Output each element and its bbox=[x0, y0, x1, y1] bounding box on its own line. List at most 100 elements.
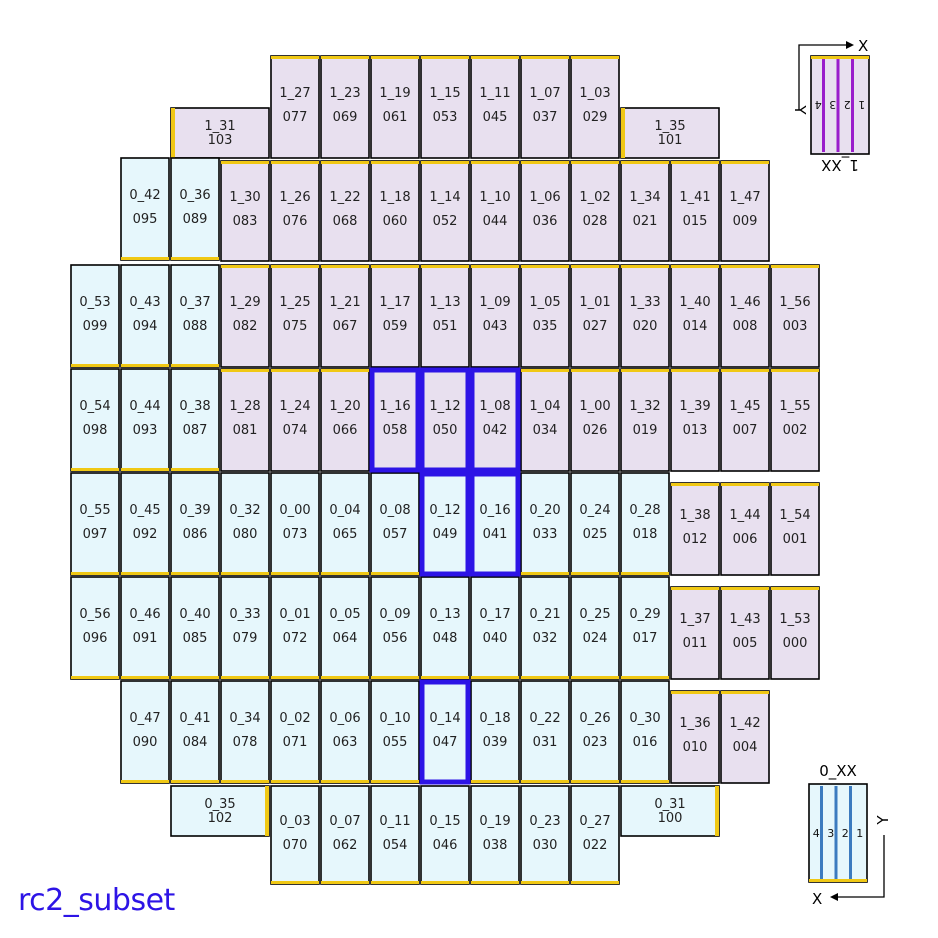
legend-amp-label: 3 bbox=[827, 827, 834, 840]
ccd-name-label: 0_06 bbox=[329, 711, 360, 726]
ccd-name-label: 0_34 bbox=[229, 711, 260, 726]
ccd-0-47: 0_47 090 bbox=[120, 680, 170, 784]
ccd-name-label: 0_39 bbox=[179, 503, 210, 518]
ccd-name-label: 0_35 bbox=[204, 797, 235, 812]
ccd-name-label: 0_40 bbox=[179, 607, 210, 622]
ccd-name-label: 1_04 bbox=[529, 399, 560, 414]
ccd-1-13: 1_13 051 bbox=[420, 264, 470, 368]
ccd-id-label: 049 bbox=[433, 527, 458, 542]
ccd-name-label: 1_06 bbox=[529, 190, 560, 205]
ccd-name-label: 0_19 bbox=[479, 814, 510, 829]
ccd-id-label: 083 bbox=[233, 214, 258, 229]
ccd-id-label: 052 bbox=[433, 214, 458, 229]
ccd-0-34: 0_34 078 bbox=[220, 680, 270, 784]
ccd-0-21: 0_21 032 bbox=[520, 576, 570, 680]
ccd-id-label: 058 bbox=[383, 423, 408, 438]
ccd-id-label: 001 bbox=[783, 532, 808, 547]
ccd-name-label: 0_18 bbox=[479, 711, 510, 726]
ccd-0-38: 0_38 087 bbox=[170, 368, 220, 472]
ccd-name-label: 0_53 bbox=[79, 295, 110, 310]
ccd-1-03: 1_03 029 bbox=[570, 55, 620, 159]
ccd-0-09: 0_09 056 bbox=[370, 576, 420, 680]
ccd-0-14: 0_14 047 bbox=[420, 680, 470, 784]
ccd-1-54: 1_54 001 bbox=[770, 482, 820, 576]
legend-top-axis-x: X bbox=[858, 37, 868, 55]
ccd-0-18: 0_18 039 bbox=[470, 680, 520, 784]
legend-amp-label: 1 bbox=[856, 827, 863, 840]
ccd-id-label: 056 bbox=[383, 631, 408, 646]
ccd-name-label: 1_56 bbox=[779, 295, 810, 310]
highlight-0-14 bbox=[419, 679, 471, 785]
ccd-0-54: 0_54 098 bbox=[70, 368, 120, 472]
ccd-id-label: 034 bbox=[533, 423, 558, 438]
ccd-id-label: 013 bbox=[683, 423, 708, 438]
ccd-name-label: 0_16 bbox=[479, 503, 510, 518]
ccd-name-label: 0_37 bbox=[179, 295, 210, 310]
ccd-0-41: 0_41 084 bbox=[170, 680, 220, 784]
ccd-name-label: 1_29 bbox=[229, 295, 260, 310]
ccd-1-29: 1_29 082 bbox=[220, 264, 270, 368]
highlight-0-12 bbox=[419, 471, 471, 577]
ccd-name-label: 1_16 bbox=[379, 399, 410, 414]
ccd-0-15: 0_15 046 bbox=[420, 785, 470, 885]
ccd-name-label: 0_04 bbox=[329, 503, 360, 518]
ccd-name-label: 0_26 bbox=[579, 711, 610, 726]
ccd-id-label: 003 bbox=[783, 319, 808, 334]
ccd-1-20: 1_20 066 bbox=[320, 368, 370, 472]
ccd-name-label: 1_24 bbox=[279, 399, 310, 414]
legend-amp-label: 1 bbox=[858, 98, 865, 111]
ccd-name-label: 1_09 bbox=[479, 295, 510, 310]
ccd-name-label: 0_03 bbox=[279, 814, 310, 829]
ccd-1-53: 1_53 000 bbox=[770, 586, 820, 680]
ccd-name-label: 1_38 bbox=[679, 508, 710, 523]
ccd-id-label: 057 bbox=[383, 527, 408, 542]
ccd-0-42: 0_42 095 bbox=[120, 157, 170, 261]
ccd-id-label: 044 bbox=[483, 214, 508, 229]
ccd-name-label: 1_20 bbox=[329, 399, 360, 414]
ccd-id-label: 072 bbox=[283, 631, 308, 646]
ccd-1-34: 1_34 021 bbox=[620, 160, 670, 262]
ccd-0-33: 0_33 079 bbox=[220, 576, 270, 680]
highlight-0-16 bbox=[469, 471, 521, 577]
ccd-name-label: 1_23 bbox=[329, 86, 360, 101]
ccd-name-label: 0_28 bbox=[629, 503, 660, 518]
ccd-id-label: 081 bbox=[233, 423, 258, 438]
ccd-id-label: 095 bbox=[133, 212, 158, 227]
ccd-id-label: 005 bbox=[733, 636, 758, 651]
legend-bottom-label: 0_XX bbox=[819, 762, 857, 781]
ccd-id-label: 002 bbox=[783, 423, 808, 438]
ccd-id-label: 071 bbox=[283, 735, 308, 750]
ccd-name-label: 0_33 bbox=[229, 607, 260, 622]
ccd-id-label: 078 bbox=[233, 735, 258, 750]
ccd-name-label: 1_33 bbox=[629, 295, 660, 310]
ccd-id-label: 045 bbox=[483, 110, 508, 125]
ccd-0-36: 0_36 089 bbox=[170, 157, 220, 261]
ccd-id-label: 041 bbox=[483, 527, 508, 542]
ccd-name-label: 0_17 bbox=[479, 607, 510, 622]
ccd-1-37: 1_37 011 bbox=[670, 586, 720, 680]
ccd-name-label: 0_25 bbox=[579, 607, 610, 622]
ccd-id-label: 092 bbox=[133, 527, 158, 542]
ccd-name-label: 1_22 bbox=[329, 190, 360, 205]
ccd-name-label: 0_09 bbox=[379, 607, 410, 622]
ccd-id-label: 027 bbox=[583, 319, 608, 334]
ccd-0-39: 0_39 086 bbox=[170, 472, 220, 576]
ccd-1-36: 1_36 010 bbox=[670, 690, 720, 784]
ccd-id-label: 063 bbox=[333, 735, 358, 750]
ccd-0-22: 0_22 031 bbox=[520, 680, 570, 784]
ccd-1-14: 1_14 052 bbox=[420, 160, 470, 262]
ccd-1-04: 1_04 034 bbox=[520, 368, 570, 472]
ccd-id-label: 016 bbox=[633, 735, 658, 750]
ccd-1-55: 1_55 002 bbox=[770, 368, 820, 472]
ccd-id-label: 068 bbox=[333, 214, 358, 229]
ccd-1-32: 1_32 019 bbox=[620, 368, 670, 472]
ccd-name-label: 1_42 bbox=[729, 716, 760, 731]
ccd-name-label: 1_10 bbox=[479, 190, 510, 205]
ccd-name-label: 1_46 bbox=[729, 295, 760, 310]
ccd-id-label: 023 bbox=[583, 735, 608, 750]
ccd-name-label: 0_12 bbox=[429, 503, 460, 518]
ccd-name-label: 0_55 bbox=[79, 503, 110, 518]
ccd-id-label: 022 bbox=[583, 838, 608, 853]
ccd-id-label: 103 bbox=[208, 133, 233, 148]
